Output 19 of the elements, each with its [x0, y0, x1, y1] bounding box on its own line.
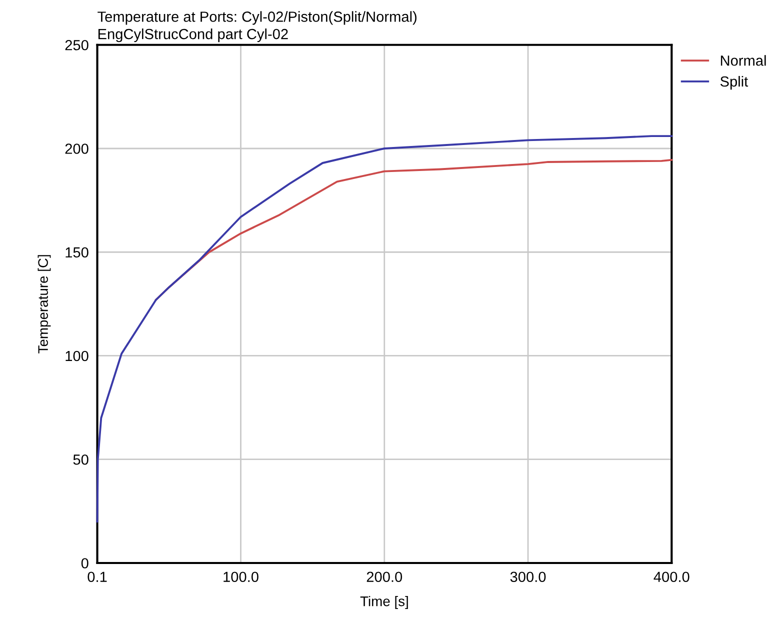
x-tick-label: 400.0	[654, 572, 690, 582]
x-tick-label: 0.1	[88, 572, 107, 582]
chart-subtitle: EngCylStrucCond part Cyl-02	[98, 28, 288, 42]
y-tick-label: 150	[66, 247, 88, 258]
y-axis-title: Temperature [C]	[38, 255, 51, 354]
y-tick-label: 100	[66, 350, 88, 362]
x-tick-label: 100.0	[224, 572, 258, 582]
chart-title: Temperature at Ports: Cyl-02/Piston(Split/Normal)	[98, 11, 416, 25]
x-axis-title: Time [s]	[360, 596, 408, 609]
y-tick-label: 0	[81, 558, 88, 568]
x-tick-label: 200.0	[366, 572, 402, 582]
legend-label: Normal	[720, 55, 766, 66]
line-series	[155, 158, 673, 301]
y-tick-label: 50	[73, 454, 88, 465]
y-tick-label: 250	[65, 40, 88, 50]
legend-label: Split	[720, 76, 748, 90]
y-tick-label: 200	[65, 144, 88, 154]
x-tick-label: 300.0	[510, 572, 546, 582]
line-series	[96, 135, 673, 523]
